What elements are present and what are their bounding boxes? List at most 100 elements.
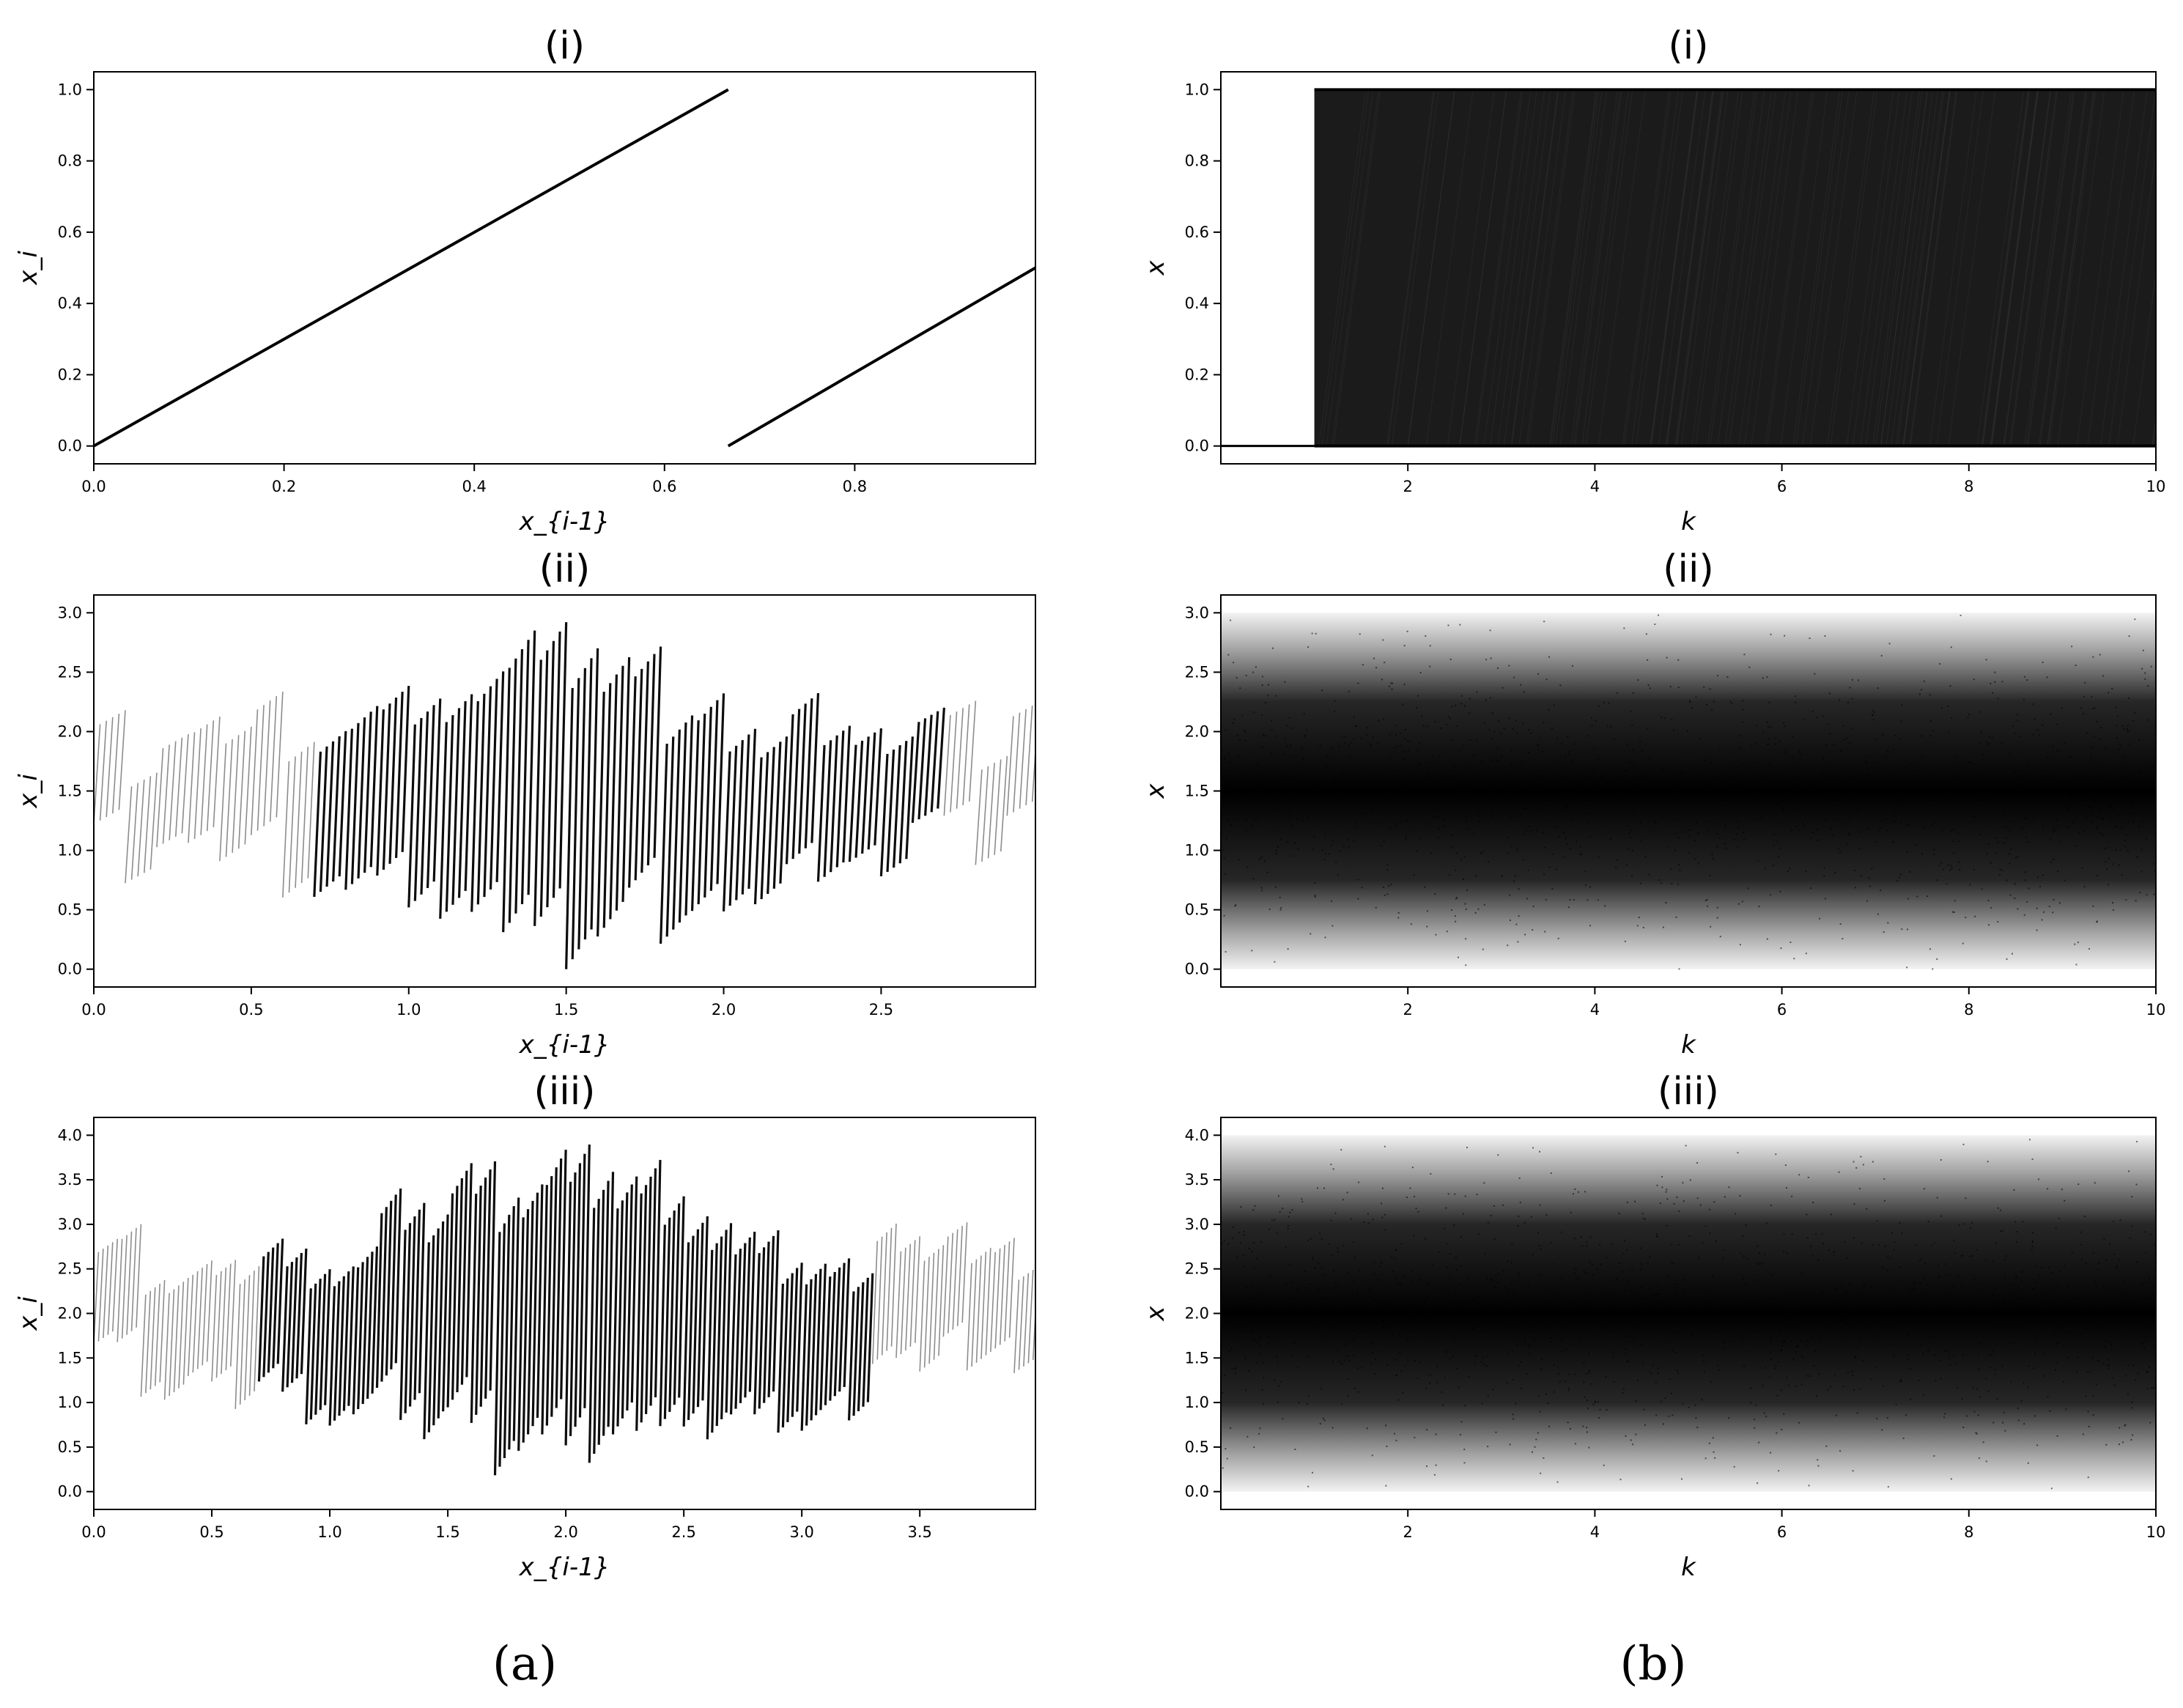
data-point <box>1482 851 1484 853</box>
data-point <box>1741 785 1743 787</box>
data-point <box>1642 1298 1644 1300</box>
data-point <box>1473 832 1475 835</box>
data-point <box>1770 1205 1772 1207</box>
data-point <box>1569 1427 1571 1430</box>
data-point <box>1289 812 1291 814</box>
data-point <box>1420 1282 1422 1284</box>
texture-streak <box>1695 89 1743 446</box>
data-point <box>1223 914 1225 917</box>
data-point <box>1372 1219 1374 1221</box>
chart-title: (iii) <box>1658 1070 1719 1114</box>
texture-streak <box>1981 89 2030 446</box>
data-point <box>1827 1389 1829 1391</box>
data-point <box>1860 875 1862 877</box>
data-point <box>1577 1310 1579 1312</box>
texture-streak <box>1526 89 1574 446</box>
data-point <box>1567 906 1570 909</box>
data-point <box>2108 1364 2110 1367</box>
data-point <box>1990 682 1992 684</box>
data-point <box>1611 1351 1614 1353</box>
data-point <box>1828 1249 1830 1252</box>
data-point <box>1853 870 1855 872</box>
data-point <box>1243 1234 1245 1236</box>
texture-streak <box>1990 89 2038 446</box>
data-point <box>1282 813 1284 816</box>
y-tick-label: 0.6 <box>1185 223 1209 241</box>
data-point <box>1764 1254 1766 1256</box>
data-point <box>2009 894 2012 896</box>
data-point <box>1999 873 2001 876</box>
data-point <box>1294 767 1296 769</box>
data-point <box>1244 1358 1246 1360</box>
data-point <box>1507 1260 1509 1262</box>
data-point <box>2117 749 2119 751</box>
texture-streak <box>2151 413 2156 446</box>
data-point <box>1907 803 1910 805</box>
data-point <box>1405 838 1407 840</box>
data-point <box>1853 1389 1855 1391</box>
data-point <box>1690 829 1692 831</box>
data-point <box>2153 1243 2155 1246</box>
data-point <box>1987 899 1990 901</box>
data-point <box>1460 1235 1462 1238</box>
data-point <box>1907 1334 1909 1337</box>
data-point <box>2016 1231 2018 1233</box>
data-point <box>1784 1295 1787 1297</box>
data-point <box>2020 1280 2023 1282</box>
data-point <box>1483 1182 1485 1184</box>
data-point <box>1456 1269 1458 1271</box>
data-point <box>1550 1341 1552 1343</box>
data-point <box>1345 773 1347 775</box>
data-point <box>1866 762 1868 764</box>
chart-title: (ii) <box>1663 547 1713 591</box>
data-point <box>1892 840 1894 843</box>
data-point <box>1675 916 1677 918</box>
data-point <box>1968 813 1970 815</box>
data-point <box>1982 1441 1984 1443</box>
data-point <box>1564 809 1566 811</box>
data-point <box>2134 711 2136 714</box>
data-point <box>1347 1395 1349 1397</box>
texture-streak <box>1636 89 1683 446</box>
plot-frame <box>93 71 1036 465</box>
data-point <box>1245 829 1247 831</box>
data-point <box>1712 857 1714 859</box>
data-point <box>1997 841 1999 843</box>
data-point <box>1462 1311 1464 1313</box>
data-point <box>2055 1308 2057 1310</box>
y-tick-label: 1.0 <box>58 842 82 859</box>
data-point <box>1424 1301 1426 1303</box>
data-point <box>2059 809 2061 811</box>
data-point <box>1474 788 1476 791</box>
sawtooth-tooth <box>94 710 126 824</box>
data-point <box>2114 825 2116 827</box>
data-point <box>1953 852 1955 854</box>
data-point <box>1600 1312 1602 1315</box>
data-point <box>1639 839 1641 841</box>
data-point <box>1979 742 1981 744</box>
data-point <box>1463 856 1466 858</box>
data-point <box>1626 1201 1628 1203</box>
sawtooth-tooth <box>446 1163 473 1408</box>
y-axis-title: x <box>1141 783 1170 799</box>
data-point <box>1556 1295 1558 1297</box>
data-point <box>1511 1243 1513 1246</box>
data-point <box>2092 905 2094 907</box>
data-point <box>1466 816 1468 818</box>
data-point <box>1921 1345 1923 1347</box>
data-point <box>1921 689 1923 691</box>
data-point <box>1494 1286 1496 1288</box>
data-point <box>2066 1356 2069 1358</box>
data-point <box>1284 779 1286 781</box>
data-point <box>2112 1289 2114 1291</box>
data-point <box>1231 1367 1233 1369</box>
data-point <box>1927 795 1929 797</box>
data-point <box>1674 1287 1676 1289</box>
data-point <box>1647 659 1649 661</box>
data-point <box>1688 851 1690 854</box>
data-point <box>1447 716 1449 718</box>
data-point <box>1356 827 1358 829</box>
data-point <box>1516 732 1518 734</box>
data-point <box>1675 1352 1677 1354</box>
data-point <box>2077 811 2080 813</box>
